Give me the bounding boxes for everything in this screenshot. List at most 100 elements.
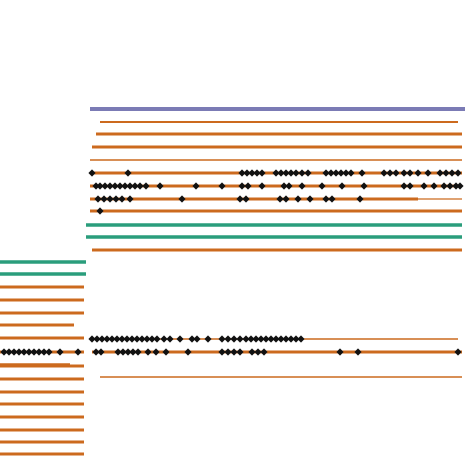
diamond-icon bbox=[126, 182, 134, 190]
diamond-icon bbox=[188, 335, 196, 343]
diamond-icon bbox=[97, 348, 105, 356]
diamond-icon bbox=[277, 335, 285, 343]
diamond-icon bbox=[258, 169, 266, 177]
diamond-icon bbox=[354, 348, 362, 356]
diamond-icon bbox=[406, 182, 414, 190]
diamond-icon bbox=[304, 169, 312, 177]
diamond-icon bbox=[358, 169, 366, 177]
diamond-icon bbox=[243, 169, 251, 177]
diamond-icon bbox=[272, 169, 280, 177]
diamond-icon bbox=[129, 348, 137, 356]
diamond-icon bbox=[98, 335, 106, 343]
diamond-icon bbox=[121, 182, 129, 190]
diamond-icon bbox=[136, 182, 144, 190]
diamond-icon bbox=[178, 195, 186, 203]
diamond-icon bbox=[94, 195, 102, 203]
diamond-icon bbox=[306, 195, 314, 203]
diamond-icon bbox=[400, 169, 408, 177]
diamond-icon bbox=[116, 182, 124, 190]
diamond-icon bbox=[236, 195, 244, 203]
diamond-icon bbox=[238, 169, 246, 177]
diamond-icon bbox=[101, 182, 109, 190]
diamond-icon bbox=[298, 169, 306, 177]
diamond-icon bbox=[285, 182, 293, 190]
diamond-icon bbox=[162, 348, 170, 356]
diamond-icon bbox=[242, 195, 250, 203]
diamond-icon bbox=[392, 169, 400, 177]
diamond-icon bbox=[142, 182, 150, 190]
diamond-icon bbox=[258, 182, 266, 190]
diamond-icon bbox=[277, 169, 285, 177]
diamond-icon bbox=[236, 348, 244, 356]
diamond-icon bbox=[118, 195, 126, 203]
diamond-icon bbox=[292, 335, 300, 343]
diamond-icon bbox=[406, 169, 414, 177]
diamond-icon bbox=[40, 348, 48, 356]
diamond-icon bbox=[118, 335, 126, 343]
diamond-icon bbox=[133, 335, 141, 343]
diamond-icon bbox=[257, 335, 265, 343]
diamond-icon bbox=[100, 195, 108, 203]
diamond-icon bbox=[332, 169, 340, 177]
diamond-icon bbox=[287, 169, 295, 177]
diamond-icon bbox=[113, 335, 121, 343]
diamond-icon bbox=[152, 348, 160, 356]
diamond-icon bbox=[294, 195, 302, 203]
diamond-icon bbox=[356, 195, 364, 203]
diamond-icon bbox=[35, 348, 43, 356]
diamond-icon bbox=[328, 195, 336, 203]
diamond-icon bbox=[386, 169, 394, 177]
diamond-icon bbox=[440, 182, 448, 190]
diamond-icon bbox=[262, 335, 270, 343]
diamond-icon bbox=[128, 335, 136, 343]
diamond-icon bbox=[119, 348, 127, 356]
diamond-icon bbox=[218, 335, 226, 343]
diamond-icon bbox=[360, 182, 368, 190]
diamond-icon bbox=[236, 335, 244, 343]
diamond-icon bbox=[123, 335, 131, 343]
diamond-icon bbox=[322, 169, 330, 177]
diamond-icon bbox=[10, 348, 18, 356]
diamond-icon bbox=[103, 335, 111, 343]
diamond-icon bbox=[108, 335, 116, 343]
diamond-icon bbox=[5, 348, 13, 356]
diamond-icon bbox=[414, 169, 422, 177]
diamond-icon bbox=[267, 335, 275, 343]
diamond-icon bbox=[96, 182, 104, 190]
diamond-icon bbox=[148, 335, 156, 343]
diamond-icon bbox=[442, 169, 450, 177]
diamond-icon bbox=[380, 169, 388, 177]
diamond-icon bbox=[448, 169, 456, 177]
diamond-icon bbox=[45, 348, 53, 356]
diamond-icon bbox=[106, 182, 114, 190]
diamond-icon bbox=[156, 182, 164, 190]
diamond-icon bbox=[25, 348, 33, 356]
diamond-icon bbox=[454, 169, 462, 177]
diamond-icon bbox=[92, 182, 100, 190]
diamond-icon bbox=[184, 348, 192, 356]
diamond-icon bbox=[272, 335, 280, 343]
diamond-icon bbox=[224, 335, 232, 343]
diamond-icon bbox=[282, 169, 290, 177]
diamond-icon bbox=[144, 348, 152, 356]
diamond-icon bbox=[56, 348, 64, 356]
diamond-icon bbox=[322, 195, 330, 203]
diamond-icon bbox=[248, 348, 256, 356]
diamond-icon bbox=[276, 195, 284, 203]
diamond-icon bbox=[238, 182, 246, 190]
diamond-icon bbox=[400, 182, 408, 190]
diamond-icon bbox=[282, 335, 290, 343]
diamond-icon bbox=[96, 207, 104, 215]
marker-layer bbox=[0, 169, 464, 356]
diamond-icon bbox=[230, 348, 238, 356]
diamond-icon bbox=[446, 182, 454, 190]
diamond-icon bbox=[92, 348, 100, 356]
diamond-icon bbox=[20, 348, 28, 356]
diamond-icon bbox=[114, 348, 122, 356]
diamond-icon bbox=[193, 335, 201, 343]
diamond-icon bbox=[347, 169, 355, 177]
diamond-icon bbox=[424, 169, 432, 177]
diamond-icon bbox=[88, 335, 96, 343]
diamond-icon bbox=[230, 335, 238, 343]
diamond-icon bbox=[224, 348, 232, 356]
